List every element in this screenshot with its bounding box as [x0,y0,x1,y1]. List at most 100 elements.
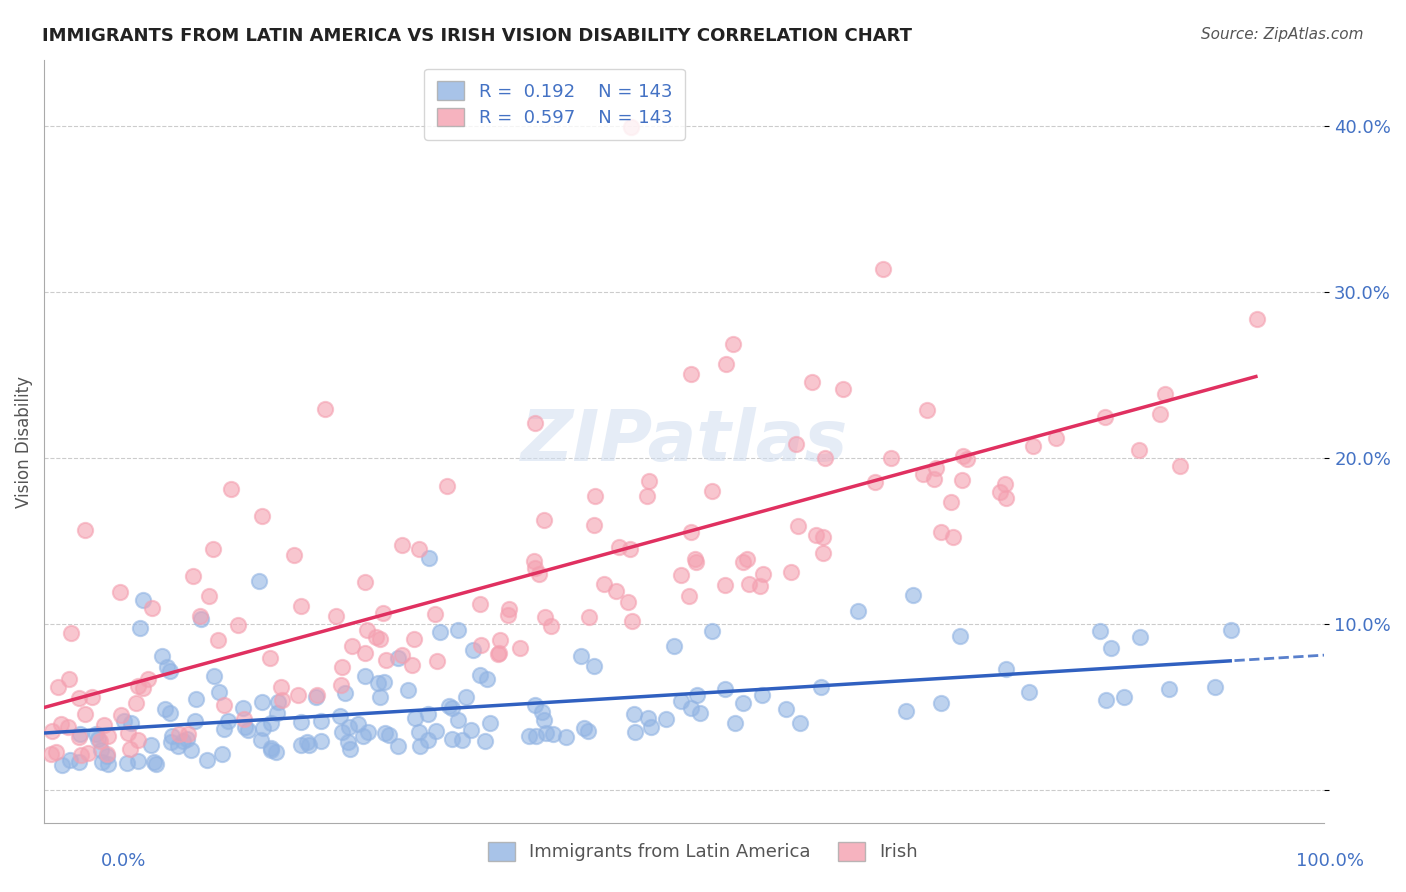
Immigrants from Latin America [184,692,207,706]
Immigrants from Latin America [994,662,1017,676]
Immigrants from Latin America [260,743,283,757]
Immigrants from Latin America [217,714,239,728]
Irish [814,451,837,466]
Immigrants from Latin America [298,738,321,752]
Irish [340,639,363,653]
Irish [177,726,200,740]
Irish [325,609,347,624]
Irish [93,718,115,732]
Irish [132,681,155,696]
Immigrants from Latin America [524,729,547,743]
Immigrants from Latin America [447,714,470,728]
Immigrants from Latin America [671,694,693,708]
Irish [994,477,1017,491]
Irish [426,654,449,668]
Irish [534,610,557,624]
Irish [607,540,630,554]
Immigrants from Latin America [260,740,283,755]
Irish [73,707,96,722]
Immigrants from Latin America [90,743,112,757]
Irish [58,673,80,687]
Immigrants from Latin America [440,701,463,715]
Immigrants from Latin America [336,734,359,748]
Irish [1045,431,1067,445]
Irish [735,551,758,566]
Immigrants from Latin America [290,739,312,753]
Irish [496,608,519,623]
Irish [436,479,458,493]
Irish [97,729,120,743]
Immigrants from Latin America [207,685,229,699]
Immigrants from Latin America [396,683,419,698]
Immigrants from Latin America [172,733,194,747]
Immigrants from Latin America [232,700,254,714]
Immigrants from Latin America [235,720,257,734]
Irish [636,489,658,503]
Irish [620,614,643,628]
Irish [929,525,952,540]
Irish [486,647,509,661]
Immigrants from Latin America [810,680,832,694]
Irish [523,561,546,575]
Irish [117,726,139,740]
Irish [731,555,754,569]
Irish [402,632,425,646]
Immigrants from Latin America [1094,692,1116,706]
Immigrants from Latin America [949,630,972,644]
Immigrants from Latin America [894,704,917,718]
Irish [70,748,93,763]
Immigrants from Latin America [204,668,226,682]
Immigrants from Latin America [120,715,142,730]
Immigrants from Latin America [775,702,797,716]
Irish [141,601,163,615]
Immigrants from Latin America [714,682,737,697]
Irish [181,569,204,583]
Irish [67,731,90,745]
Immigrants from Latin America [409,739,432,753]
Irish [787,518,810,533]
Immigrants from Latin America [429,625,451,640]
Irish [619,541,641,556]
Irish [988,485,1011,500]
Immigrants from Latin America [190,612,212,626]
Irish [583,489,606,503]
Irish [721,337,744,351]
Immigrants from Latin America [1088,624,1111,639]
Irish [942,530,965,544]
Irish [470,597,492,611]
Immigrants from Latin America [623,707,645,722]
Text: Source: ZipAtlas.com: Source: ZipAtlas.com [1201,27,1364,42]
Irish [259,650,281,665]
Immigrants from Latin America [309,714,332,728]
Immigrants from Latin America [408,724,430,739]
Immigrants from Latin America [1112,690,1135,704]
Immigrants from Latin America [352,729,374,743]
Immigrants from Latin America [329,709,352,723]
Irish [167,726,190,740]
Immigrants from Latin America [160,735,183,749]
Immigrants from Latin America [1204,680,1226,694]
Irish [401,658,423,673]
Immigrants from Latin America [330,725,353,739]
Irish [785,436,807,450]
Immigrants from Latin America [460,723,482,738]
Irish [250,508,273,523]
Irish [714,578,737,592]
Immigrants from Latin America [387,739,409,753]
Irish [685,555,707,569]
Irish [939,495,962,509]
Irish [125,696,148,710]
Irish [45,745,67,759]
Irish [1022,439,1045,453]
Immigrants from Latin America [69,727,91,741]
Irish [813,547,835,561]
Irish [832,382,855,396]
Irish [524,417,547,431]
Immigrants from Latin America [357,725,380,739]
Legend: R =  0.192    N = 143, R =  0.597    N = 143: R = 0.192 N = 143, R = 0.597 N = 143 [425,69,685,140]
Immigrants from Latin America [339,742,361,756]
Irish [811,530,834,544]
Irish [67,691,90,706]
Irish [679,368,702,382]
Irish [368,632,391,646]
